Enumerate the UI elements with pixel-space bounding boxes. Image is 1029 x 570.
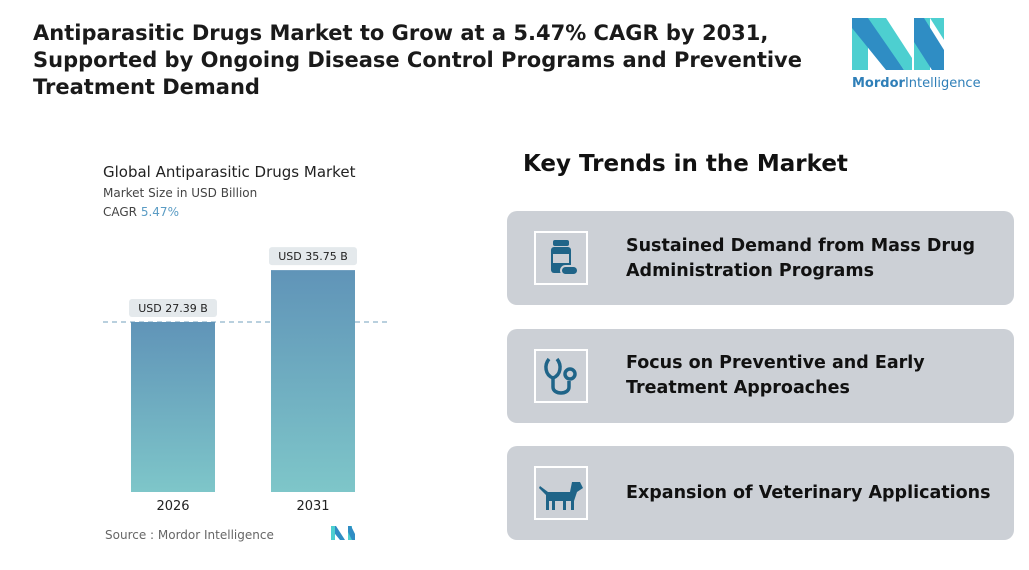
trend-label-1: Sustained Demand from Mass Drug Administ… bbox=[626, 236, 976, 281]
logo-text-mordor: Mordor bbox=[852, 76, 905, 91]
logo-text-intelligence: Intelligence bbox=[904, 76, 981, 91]
bar-chart: USD 27.39 B 2026 USD 35.75 B 2031 bbox=[103, 247, 388, 514]
cagr-value: 5.47% bbox=[140, 205, 179, 219]
bar-2031 bbox=[271, 270, 355, 492]
stethoscope-icon bbox=[534, 349, 588, 403]
chart-cagr: CAGR 5.47% bbox=[103, 205, 179, 219]
trend-card-3: Expansion of Veterinary Applications bbox=[507, 446, 1014, 540]
trend-card-1: Sustained Demand from Mass Drug Administ… bbox=[507, 211, 1014, 305]
data-label: USD 27.39 B bbox=[138, 302, 208, 315]
cagr-label: CAGR bbox=[103, 205, 138, 219]
chart-subtitle: Market Size in USD Billion bbox=[103, 186, 258, 200]
page-title: Antiparasitic Drugs Market to Grow at a … bbox=[33, 21, 802, 99]
mordor-logo: MordorIntelligence bbox=[852, 18, 981, 91]
data-label-bg bbox=[129, 299, 217, 317]
bar-2026 bbox=[131, 322, 215, 492]
chart-source: Source : Mordor Intelligence bbox=[105, 528, 274, 542]
x-tick-label: 2031 bbox=[296, 499, 329, 514]
logo-mark-icon bbox=[852, 18, 944, 70]
small-logo-icon bbox=[331, 526, 355, 540]
trend-label-3: Expansion of Veterinary Applications bbox=[626, 483, 991, 503]
x-tick-label: 2026 bbox=[156, 499, 189, 514]
data-label-bg bbox=[269, 247, 357, 266]
trend-card-2: Focus on Preventive and Early Treatment … bbox=[507, 329, 1014, 423]
medicine-bottle-icon bbox=[534, 231, 588, 285]
trend-label-2: Focus on Preventive and Early Treatment … bbox=[626, 353, 925, 398]
data-label: USD 35.75 B bbox=[278, 250, 348, 263]
dog-icon bbox=[534, 466, 588, 520]
chart-title: Global Antiparasitic Drugs Market bbox=[103, 163, 356, 181]
key-trends-heading: Key Trends in the Market bbox=[523, 151, 848, 177]
